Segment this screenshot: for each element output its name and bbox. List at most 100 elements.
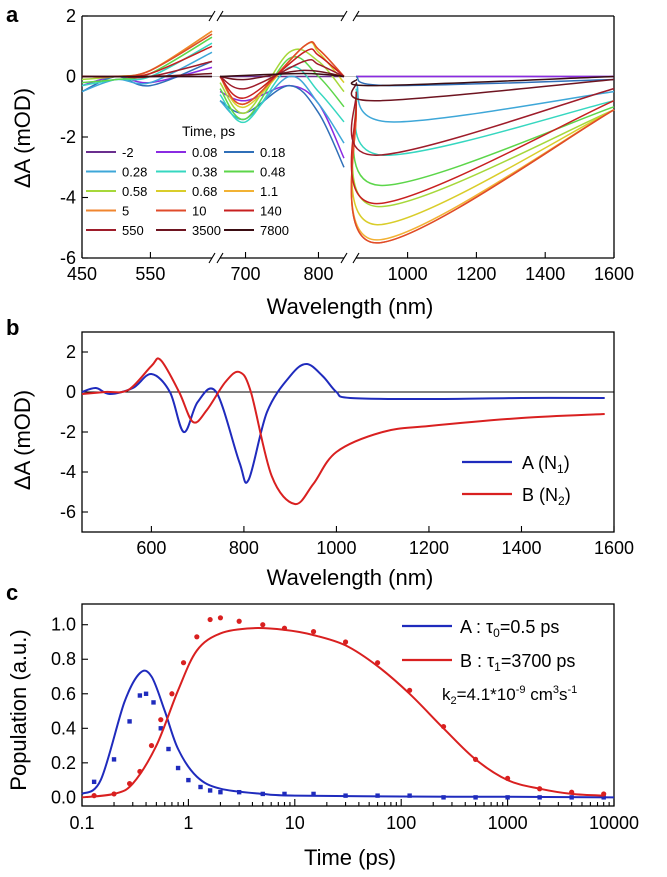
x-tick-label: 800	[303, 264, 333, 284]
y-tick-label: -6	[60, 248, 76, 268]
data-point-A	[166, 746, 171, 752]
axis-break-mark	[208, 10, 216, 22]
data-point-B	[342, 639, 349, 645]
data-point-B	[126, 780, 133, 787]
data-point-B	[148, 742, 155, 749]
y-tick-label: 0	[66, 67, 76, 87]
data-point-A	[282, 791, 287, 797]
data-point-B	[281, 625, 288, 631]
data-point-B	[260, 622, 266, 628]
x-tick-label: 10000	[589, 813, 639, 833]
legend-entry: 0.68	[192, 184, 217, 199]
legend-entry: 10	[192, 204, 206, 219]
legend-entry: 0.48	[260, 165, 285, 180]
data-point-A	[111, 757, 117, 762]
legend-entry: 0.08	[192, 145, 217, 160]
x-tick-label: 1200	[409, 538, 449, 558]
legend-entry: 0.38	[192, 165, 217, 180]
x-tick-label: 1600	[594, 264, 634, 284]
data-point-B	[472, 756, 479, 762]
x-tick-label: 10	[285, 813, 305, 833]
y-tick-label: 2	[66, 6, 76, 26]
y-tick-label: 0	[66, 382, 76, 402]
data-point-B	[569, 789, 575, 795]
data-point-A	[473, 795, 478, 800]
legend-entry: 140	[260, 204, 282, 219]
data-point-B	[440, 723, 447, 730]
legend-label-b: B : τ1=3700 ps	[460, 651, 575, 674]
axis-break-mark	[216, 252, 224, 264]
fit-line-A	[81, 669, 615, 799]
x-tick-label: 1000	[488, 813, 528, 833]
data-point-A	[143, 691, 149, 696]
legend-entry: 550	[122, 223, 144, 238]
y-tick-label: 0.0	[51, 787, 76, 807]
panel-c: c Population (a.u.) Time (ps) 0.0 0.2 0.4 0…	[6, 580, 639, 870]
axis-break-mark	[216, 10, 224, 22]
series-line-7800	[350, 75, 615, 87]
series-line-0.28	[355, 82, 615, 123]
x-tick-label: 1000	[316, 538, 356, 558]
panel-a-label: a	[6, 2, 19, 27]
panel-b-label: b	[6, 315, 19, 340]
axis-break-mark	[352, 10, 360, 22]
panel-c-ylabel: Population (a.u.)	[6, 629, 31, 790]
data-point-B	[217, 615, 224, 621]
y-tick-label: -6	[60, 502, 76, 522]
data-point-A	[151, 700, 156, 705]
legend-label-a: A (N1)	[522, 453, 570, 476]
series-line	[81, 357, 605, 506]
series-line-550	[219, 59, 345, 90]
series-line-0.28	[81, 51, 213, 93]
y-tick-label: 1.0	[51, 615, 76, 635]
series-line-0.18	[219, 84, 345, 168]
axis-break-mark	[340, 252, 348, 264]
axis-break-mark	[208, 252, 216, 264]
data-point-A	[158, 726, 163, 731]
panel-a-xlabel: Wavelength (nm)	[267, 294, 434, 319]
legend-entry: 7800	[260, 223, 289, 238]
x-tick-label: 0.1	[69, 813, 94, 833]
series-line-7800	[219, 72, 345, 78]
rate-constant-annotation: k2=4.1*10-9 cm3s-1	[442, 684, 577, 707]
data-point-A	[137, 693, 143, 698]
x-tick-label: 100	[386, 813, 416, 833]
data-point-A	[375, 793, 380, 798]
data-point-B	[236, 618, 242, 624]
y-tick-label: 2	[66, 342, 76, 362]
data-point-A	[127, 719, 132, 724]
series-line-10	[219, 41, 345, 105]
data-point-A	[601, 795, 606, 800]
x-tick-label: 1400	[501, 538, 541, 558]
data-point-A	[207, 788, 213, 793]
y-tick-label: -2	[60, 422, 76, 442]
data-point-A	[198, 784, 203, 790]
series-line-0.18	[355, 75, 615, 87]
axis-break-mark	[340, 10, 348, 22]
x-tick-label: 1200	[456, 264, 496, 284]
data-point-A	[175, 765, 181, 771]
data-point-A	[311, 791, 316, 797]
data-point-A	[260, 791, 265, 797]
data-point-A	[441, 795, 446, 800]
y-tick-label: 0.6	[51, 684, 76, 704]
series-line-0.48	[81, 36, 213, 84]
y-tick-label: 0.8	[51, 649, 76, 669]
panel-a-ylabel: ΔA (mOD)	[10, 88, 35, 188]
data-point-A	[218, 789, 223, 795]
data-point-A	[537, 795, 542, 800]
data-point-A	[505, 795, 510, 800]
data-point-A	[407, 793, 412, 798]
series-line-0.48	[219, 56, 345, 120]
panel-b-ylabel: ΔA (mOD)	[10, 390, 35, 490]
series-line-0.28	[219, 75, 345, 144]
x-tick-label: 450	[67, 264, 97, 284]
series-line-1.1	[350, 106, 615, 241]
y-tick-label: -4	[60, 462, 76, 482]
x-tick-label: 1400	[525, 264, 565, 284]
data-point-B	[374, 660, 381, 666]
x-tick-label: 1600	[594, 538, 634, 558]
panel-c-xlabel: Time (ps)	[304, 845, 396, 870]
data-point-B	[505, 775, 511, 781]
